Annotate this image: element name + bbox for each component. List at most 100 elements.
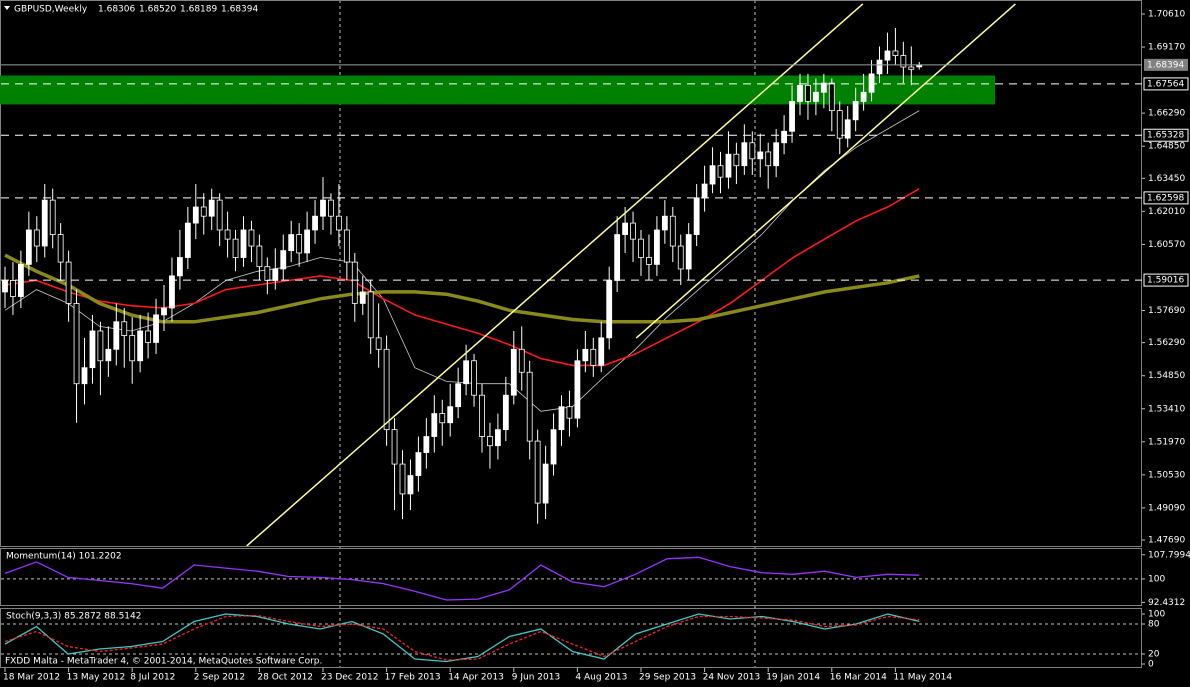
candle-body: [153, 314, 159, 343]
candle-body: [351, 261, 358, 304]
candle-body: [49, 199, 56, 235]
candle-body: [590, 348, 597, 366]
candle-body: [81, 367, 88, 385]
candle-body: [367, 291, 374, 339]
candle-body: [725, 153, 732, 178]
candle-body: [256, 245, 263, 268]
support-zone: [0, 75, 995, 105]
candle-body: [646, 257, 652, 265]
candle-body: [606, 280, 613, 339]
level-box: [1143, 191, 1189, 205]
candle-body: [868, 73, 875, 93]
candle-body: [224, 229, 231, 240]
candle-body: [288, 234, 295, 252]
candle-body: [598, 337, 605, 366]
candle-body: [97, 330, 104, 362]
candle-body: [836, 110, 843, 139]
candle-body: [654, 229, 660, 265]
candle-body: [622, 222, 628, 235]
level-label: 1.62598: [1147, 193, 1184, 203]
candle-body: [89, 330, 96, 369]
candle-body: [304, 229, 311, 254]
candle-body: [312, 215, 318, 231]
ohlc-value: 1.68306: [98, 5, 135, 15]
x-tick-label: 29 Sep 2013: [639, 673, 696, 683]
current-price-label: 1.68394: [1147, 60, 1184, 70]
x-tick-label: 18 Mar 2012: [3, 673, 60, 683]
y-tick-label: 1.69170: [1148, 43, 1185, 53]
candle-body: [240, 229, 247, 258]
candle-body: [749, 142, 756, 160]
candle-body: [805, 84, 811, 102]
candle-body: [335, 215, 342, 231]
candle-body: [57, 234, 64, 263]
candle-body: [169, 275, 175, 309]
candle-body: [41, 199, 48, 247]
x-tick-label: 8 Jul 2012: [130, 673, 175, 683]
indicator-line: [4, 556, 920, 601]
candle-body: [399, 463, 406, 495]
y-tick-label: 1.66290: [1148, 109, 1185, 119]
candle-body: [248, 229, 255, 247]
candle-body: [733, 153, 740, 167]
momentum-panel-border: [0, 548, 1142, 606]
x-tick-label: 24 Nov 2013: [703, 673, 761, 683]
candle-body: [614, 234, 621, 281]
y-tick-label: 1.53410: [1148, 404, 1185, 414]
candle-body: [216, 199, 223, 231]
x-tick-label: 9 Jun 2013: [512, 673, 560, 683]
candle-body: [129, 335, 136, 362]
x-tick-label: 2 Sep 2012: [194, 673, 245, 683]
candle-body: [479, 394, 485, 437]
candle-body: [320, 199, 326, 217]
symbol-title: GBPUSD,Weekly: [14, 5, 88, 15]
candle-body: [741, 142, 748, 167]
y-tick-label: 1.47690: [1148, 536, 1185, 546]
candle-body: [502, 394, 509, 431]
y-tick-label: 1.63450: [1148, 174, 1185, 184]
candle-body: [145, 330, 152, 343]
candle-body: [272, 268, 279, 281]
menu-arrow[interactable]: [4, 6, 10, 10]
candle-body: [471, 360, 477, 396]
level-box: [1143, 128, 1189, 142]
candle-body: [908, 66, 915, 70]
x-tick-label: 4 Aug 2013: [575, 673, 627, 683]
current-price-box: [1144, 58, 1188, 71]
candle-body: [176, 257, 183, 277]
y-tick-label: 1.54850: [1148, 371, 1185, 381]
candle-body: [2, 280, 8, 293]
candle-body: [296, 234, 303, 254]
indicator-line: [4, 613, 920, 663]
candle-body: [113, 321, 120, 350]
candle-body: [900, 55, 907, 68]
candle-body: [574, 360, 581, 419]
candle-body: [383, 348, 390, 431]
y-tick-label: 1.60570: [1148, 240, 1185, 250]
candle-body: [876, 59, 883, 75]
y-tick-label: 1.56290: [1148, 338, 1185, 348]
candle-body: [542, 463, 549, 504]
candle-body: [813, 91, 819, 102]
candle-body: [33, 229, 40, 247]
candle-body: [375, 337, 382, 350]
y-tick-label: 1.70610: [1148, 10, 1185, 20]
main-plot: [0, 3, 1016, 546]
candle-body: [701, 183, 708, 199]
y-tick-label: 1.49090: [1148, 503, 1185, 513]
candle-body: [828, 82, 835, 112]
candle-body: [685, 234, 692, 270]
channel-line: [635, 3, 1016, 339]
candle-body: [208, 199, 215, 217]
level-box: [1143, 273, 1189, 287]
y-tick-label: 80: [1148, 620, 1160, 630]
y-tick-label: 1.57690: [1148, 306, 1185, 316]
candle-body: [630, 222, 636, 240]
candle-body: [558, 406, 565, 431]
level-box: [1143, 77, 1189, 91]
candle-body: [550, 429, 557, 465]
candle-body: [391, 429, 398, 465]
ohlc-value: 1.68394: [221, 5, 258, 15]
indicator-title: Stoch(9,3,3) 85.2872 88.5142: [6, 612, 141, 622]
